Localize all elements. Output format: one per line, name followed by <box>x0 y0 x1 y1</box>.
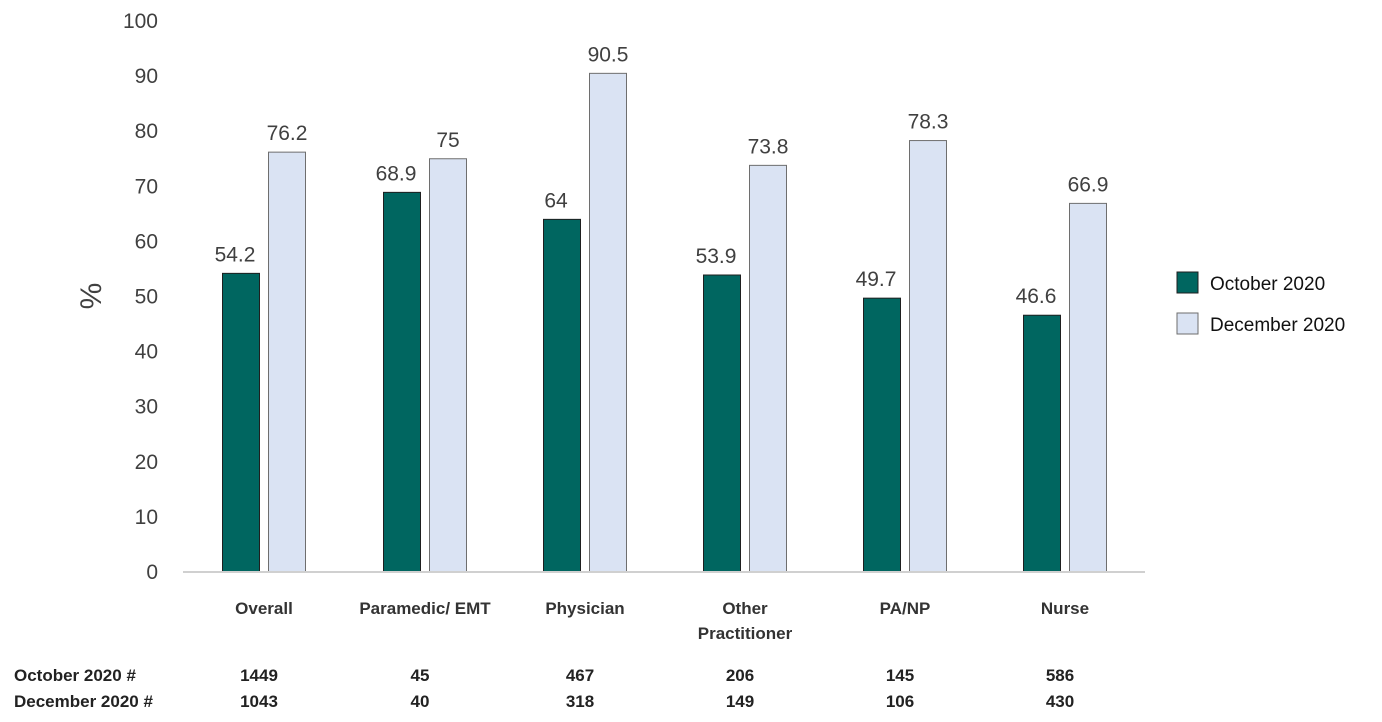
y-tick-label: 90 <box>135 65 158 88</box>
data-label: 46.6 <box>1016 285 1057 308</box>
y-tick-label: 50 <box>135 286 158 309</box>
count-value: 430 <box>1046 692 1074 711</box>
legend-swatch <box>1176 271 1199 294</box>
bar-december <box>1069 202 1107 573</box>
count-row-label: December 2020 # <box>14 692 153 711</box>
legend: October 2020 December 2020 <box>1176 271 1345 336</box>
legend-label: October 2020 <box>1210 274 1325 295</box>
data-label: 73.8 <box>748 135 789 158</box>
category-label: Nurse <box>1041 599 1089 618</box>
category-labels: Overall Paramedic/ EMT Physician Other Pract… <box>235 599 1089 643</box>
category-label: Physician <box>545 599 624 618</box>
bar-october <box>863 297 901 573</box>
count-value: 1449 <box>240 666 278 685</box>
bar-october <box>383 191 421 573</box>
count-value: 467 <box>566 666 594 685</box>
count-value: 145 <box>886 666 914 685</box>
y-tick-label: 20 <box>135 451 158 474</box>
bar-december <box>589 72 627 573</box>
count-value: 45 <box>411 666 430 685</box>
bar-december <box>749 164 787 573</box>
y-tick-label: 0 <box>146 561 158 584</box>
count-value: 206 <box>726 666 754 685</box>
category-label: Other <box>722 599 768 618</box>
y-tick-label: 70 <box>135 175 158 198</box>
y-axis: 0 10 20 30 40 50 60 70 80 90 100 <box>123 10 158 584</box>
count-value: 318 <box>566 692 594 711</box>
bar-december <box>429 158 467 573</box>
data-label: 78.3 <box>908 111 949 134</box>
category-label: Overall <box>235 599 293 618</box>
count-value: 106 <box>886 692 914 711</box>
data-label: 68.9 <box>376 162 417 185</box>
data-label: 64 <box>544 189 568 212</box>
category-label: Practitioner <box>698 624 793 643</box>
bar-december <box>909 140 947 573</box>
data-label: 49.7 <box>856 268 897 291</box>
count-value: 586 <box>1046 666 1074 685</box>
category-label: PA/NP <box>880 599 931 618</box>
category-label: Paramedic/ EMT <box>359 599 491 618</box>
y-tick-label: 40 <box>135 341 158 364</box>
data-label: 53.9 <box>696 245 737 268</box>
count-value: 40 <box>411 692 430 711</box>
count-value: 149 <box>726 692 754 711</box>
y-tick-label: 60 <box>135 230 158 253</box>
bar-october <box>222 272 260 573</box>
data-label: 75 <box>436 129 459 152</box>
count-value: 1043 <box>240 692 278 711</box>
y-axis-label: % <box>75 283 108 310</box>
data-label: 90.5 <box>588 43 629 66</box>
bar-october <box>543 218 581 573</box>
data-label: 76.2 <box>267 122 308 145</box>
legend-swatch <box>1176 312 1199 335</box>
bar-december <box>268 151 306 573</box>
bars <box>222 72 1107 573</box>
bar-october <box>703 274 741 573</box>
count-table: October 2020 # 1449 45 467 206 145 586 December… <box>14 666 1074 711</box>
y-tick-label: 10 <box>135 506 158 529</box>
y-tick-label: 80 <box>135 120 158 143</box>
y-tick-label: 100 <box>123 10 158 33</box>
count-row-label: October 2020 # <box>14 666 136 685</box>
legend-label: December 2020 <box>1210 315 1345 336</box>
data-label: 54.2 <box>215 243 256 266</box>
bar-october <box>1023 314 1061 573</box>
data-labels: 54.2 68.9 64 53.9 49.7 46.6 76.2 75 90.5 73.8 78.3… <box>215 43 1109 308</box>
data-label: 66.9 <box>1068 173 1109 196</box>
y-tick-label: 30 <box>135 396 158 419</box>
